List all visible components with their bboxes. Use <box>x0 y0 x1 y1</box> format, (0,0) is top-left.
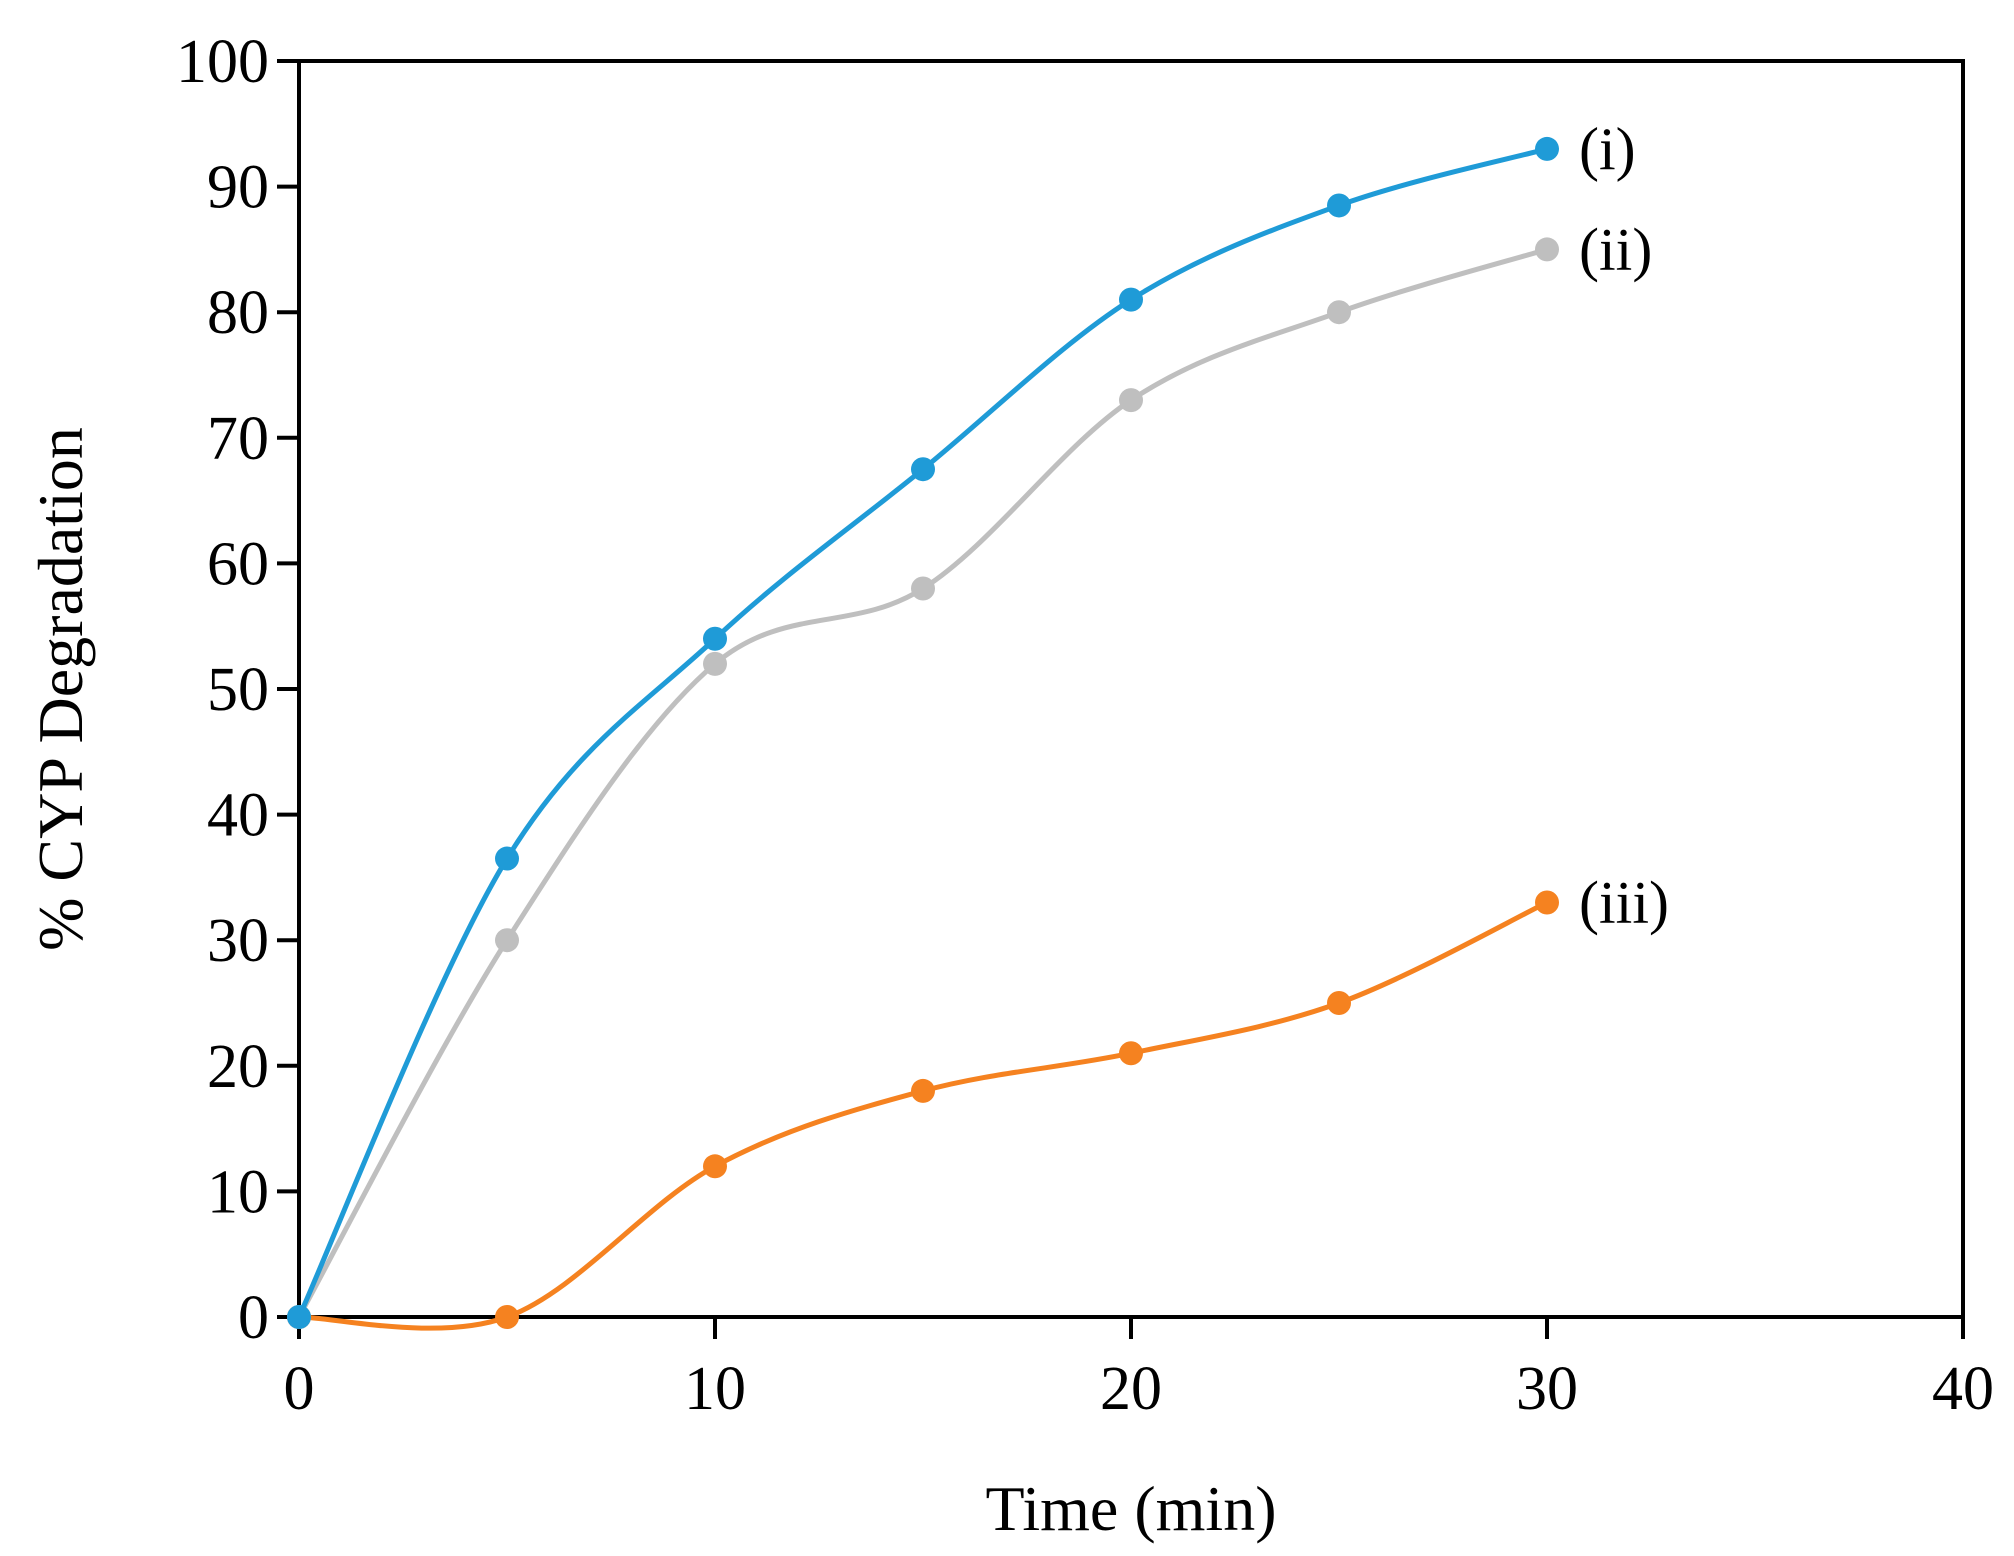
data-point <box>1327 193 1351 218</box>
y-tick-label: 10 <box>207 1158 269 1226</box>
plot-area-frame <box>297 59 1965 1319</box>
x-axis-title: Time (min) <box>986 1473 1277 1544</box>
data-point <box>1535 237 1559 262</box>
data-point <box>1535 136 1559 161</box>
x-tick-label: 20 <box>1100 1355 1162 1423</box>
series-layer <box>287 136 1559 1331</box>
y-tick-label: 20 <box>207 1033 269 1101</box>
x-tick-label: 10 <box>684 1355 746 1423</box>
y-axis: 0 10 20 30 40 50 60 70 80 90 100 <box>176 28 299 1352</box>
data-point <box>1119 1041 1143 1066</box>
data-point <box>495 1305 519 1329</box>
data-point <box>1119 287 1143 312</box>
y-tick-label: 70 <box>207 405 269 473</box>
data-point <box>1327 300 1351 325</box>
series-line <box>296 146 1550 1320</box>
series-1 <box>287 136 1559 1329</box>
x-tick-label: 40 <box>1932 1355 1994 1423</box>
x-tick-label: 0 <box>284 1355 315 1423</box>
data-point <box>1327 991 1351 1015</box>
data-point <box>1535 890 1559 915</box>
y-tick-label: 30 <box>207 907 269 975</box>
data-point <box>703 1154 727 1179</box>
data-point <box>495 928 519 953</box>
x-tick-label: 30 <box>1516 1355 1578 1423</box>
data-point <box>703 651 727 676</box>
data-point <box>703 626 727 651</box>
y-tick-label: 80 <box>207 279 269 347</box>
y-tick-label: 0 <box>238 1284 269 1352</box>
series-label: (ii) <box>1579 216 1652 282</box>
series-2 <box>287 237 1559 1329</box>
series-line <box>296 900 1550 1331</box>
y-tick-label: 50 <box>207 656 269 724</box>
y-tick-label: 60 <box>207 530 269 598</box>
x-axis: 0 10 20 30 40 <box>284 1317 1994 1423</box>
y-tick-label: 40 <box>207 782 269 850</box>
data-point <box>911 457 935 482</box>
data-point <box>1119 388 1143 413</box>
data-point <box>287 1305 311 1329</box>
series-label: (iii) <box>1579 870 1669 936</box>
data-point <box>911 576 935 601</box>
series-3 <box>287 890 1559 1331</box>
y-tick-label: 100 <box>176 28 269 96</box>
series-line <box>296 246 1550 1320</box>
y-axis-title: % CYP Degradation <box>25 427 96 951</box>
data-point <box>495 846 519 871</box>
series-labels: (iii) (ii) (i) <box>1579 116 1669 936</box>
data-point <box>911 1078 935 1103</box>
y-tick-label: 90 <box>207 154 269 222</box>
series-label: (i) <box>1579 116 1636 182</box>
